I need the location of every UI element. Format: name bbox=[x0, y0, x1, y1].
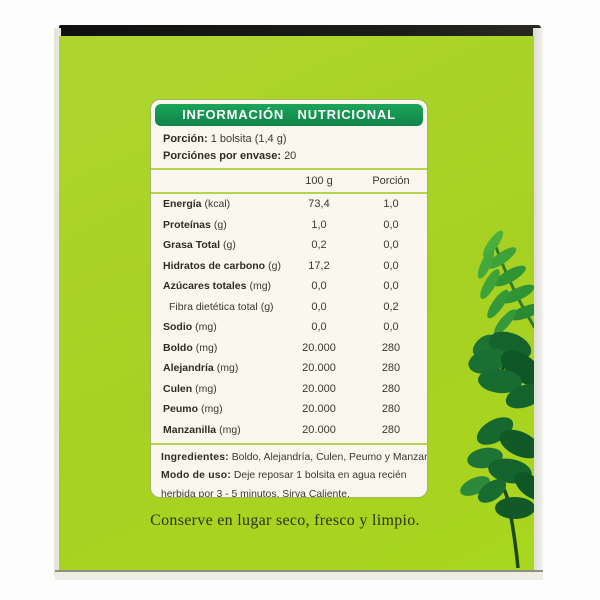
value-per-100g: 73,4 bbox=[308, 198, 330, 210]
value-per-100g: 20.000 bbox=[302, 403, 336, 415]
nutrient-name: Boldo bbox=[163, 341, 193, 354]
nutrient-unit: (mg) bbox=[195, 321, 217, 333]
table-row: Sodio (mg) 0,0 0,0 bbox=[151, 317, 427, 338]
nutrient-name: Azúcares totales bbox=[163, 280, 247, 292]
usage-label: Modo de uso: bbox=[161, 470, 231, 481]
value-per-100g: 17,2 bbox=[308, 259, 330, 272]
nutrient-unit: (mg) bbox=[216, 362, 239, 374]
value-per-portion: 0,0 bbox=[383, 280, 399, 292]
ingredients-value: Boldo, Alejandría, Culen, Peumo y Manzan… bbox=[231, 452, 428, 463]
table-row: Manzanilla (mg) 20.000 280 bbox=[151, 420, 427, 441]
ingredients-label: Ingredientes: bbox=[161, 452, 229, 463]
nutrient-name: Fibra dietética total bbox=[169, 300, 258, 313]
nutrient-unit: (g) bbox=[268, 259, 281, 272]
value-per-100g: 0,2 bbox=[311, 239, 327, 251]
nutrient-name: Grasa Total bbox=[163, 239, 220, 251]
nutrition-title: INFORMACIÓN NUTRICIONAL bbox=[182, 107, 396, 122]
divider bbox=[151, 168, 427, 170]
serving-size-label: Porción: bbox=[163, 133, 208, 145]
servings-per-pack-line: Porciónes por envase: 20 bbox=[163, 148, 415, 165]
value-per-100g: 0,0 bbox=[311, 321, 327, 333]
nutrition-title-banner: INFORMACIÓN NUTRICIONAL bbox=[155, 104, 423, 126]
value-per-100g: 20.000 bbox=[302, 382, 336, 395]
value-per-portion: 0,0 bbox=[383, 259, 399, 272]
nutrient-unit: (g) bbox=[223, 239, 236, 251]
nutrition-table: Energía (kcal) 73,4 1,0 Proteínas (g) 1,0 … bbox=[151, 194, 427, 440]
value-per-portion: 280 bbox=[381, 423, 401, 436]
nutrient-name: Alejandría bbox=[163, 362, 214, 374]
nutrient-unit: (g) bbox=[213, 218, 227, 231]
nutrient-unit: (g) bbox=[260, 300, 274, 313]
table-row: Alejandría (mg) 20.000 280 bbox=[151, 358, 427, 379]
box-bottom-edge bbox=[55, 570, 543, 580]
nutrient-unit: (mg) bbox=[195, 382, 217, 395]
table-row: Proteínas (g) 1,0 0,0 bbox=[151, 215, 427, 236]
value-per-100g: 0,0 bbox=[311, 300, 327, 313]
value-per-100g: 20.000 bbox=[302, 362, 336, 374]
box-left-edge bbox=[54, 28, 61, 576]
nutrient-unit: (mg) bbox=[219, 423, 241, 436]
usage-line: Modo de uso: Deje reposar 1 bolsita en a… bbox=[161, 466, 417, 498]
box-top-edge bbox=[59, 25, 541, 37]
nutrient-name: Peumo bbox=[163, 403, 199, 415]
table-row: Culen (mg) 20.000 280 bbox=[151, 379, 427, 400]
value-per-portion: 0,0 bbox=[383, 321, 399, 333]
usage-value: Deje reposar 1 bolsita en agua recién he… bbox=[161, 470, 407, 498]
table-row: Fibra dietética total (g) 0,0 0,2 bbox=[151, 297, 427, 318]
nutrient-unit: (kcal) bbox=[204, 198, 231, 210]
nutrient-name: Hidratos de carbono bbox=[163, 259, 266, 272]
nutrient-name: Sodio bbox=[163, 321, 193, 333]
ingredients-line: Ingredientes: Boldo, Alejandría, Culen, … bbox=[161, 449, 427, 466]
table-row: Azúcares totales (mg) 0,0 0,0 bbox=[151, 276, 427, 297]
table-row: Energía (kcal) 73,4 1,0 bbox=[151, 194, 427, 215]
servings-per-pack-value: 20 bbox=[284, 150, 297, 162]
nutrient-name: Manzanilla bbox=[163, 423, 217, 436]
nutrient-name: Culen bbox=[163, 382, 193, 395]
value-per-portion: 280 bbox=[381, 403, 401, 415]
value-per-portion: 0,0 bbox=[383, 218, 399, 231]
value-per-100g: 1,0 bbox=[311, 218, 327, 231]
nutrient-unit: (mg) bbox=[201, 403, 223, 415]
table-row: Grasa Total (g) 0,2 0,0 bbox=[151, 235, 427, 256]
table-row: Boldo (mg) 20.000 280 bbox=[151, 338, 427, 359]
table-header: 100 g Porción bbox=[151, 170, 427, 192]
value-per-100g: 20.000 bbox=[302, 423, 336, 436]
nutrition-panel: INFORMACIÓN NUTRICIONAL Porción: 1 bolsi… bbox=[150, 99, 428, 498]
botanical-leaves-illustration bbox=[460, 230, 534, 569]
divider bbox=[151, 443, 427, 445]
serving-size-value: 1 bolsita (1,4 g) bbox=[210, 133, 287, 145]
box-right-edge bbox=[533, 28, 543, 573]
value-per-portion: 1,0 bbox=[383, 198, 399, 210]
value-per-portion: 280 bbox=[381, 341, 401, 354]
col-header-porcion: Porción bbox=[372, 175, 410, 187]
nutrient-name: Energía bbox=[163, 198, 202, 210]
value-per-100g: 20.000 bbox=[302, 341, 336, 354]
table-row: Peumo (mg) 20.000 280 bbox=[151, 399, 427, 420]
value-per-portion: 280 bbox=[381, 362, 401, 374]
nutrient-unit: (mg) bbox=[195, 341, 218, 354]
leaf-cluster-lower bbox=[460, 417, 534, 569]
divider bbox=[151, 192, 427, 194]
nutrient-unit: (mg) bbox=[249, 280, 272, 292]
leaf-cluster-upper bbox=[468, 331, 534, 409]
nutrient-name: Proteínas bbox=[163, 218, 211, 231]
servings-per-pack-label: Porciónes por envase: bbox=[163, 150, 281, 162]
value-per-portion: 0,0 bbox=[383, 239, 399, 251]
value-per-portion: 0,2 bbox=[383, 300, 399, 313]
storage-note: Conserve en lugar seco, fresco y limpio. bbox=[150, 512, 420, 529]
col-header-100g: 100 g bbox=[305, 175, 333, 187]
table-row: Hidratos de carbono (g) 17,2 0,0 bbox=[151, 256, 427, 277]
value-per-portion: 280 bbox=[381, 382, 401, 395]
value-per-100g: 0,0 bbox=[311, 280, 327, 292]
leaf-sprig bbox=[477, 230, 534, 335]
serving-size-line: Porción: 1 bolsita (1,4 g) bbox=[163, 131, 415, 148]
